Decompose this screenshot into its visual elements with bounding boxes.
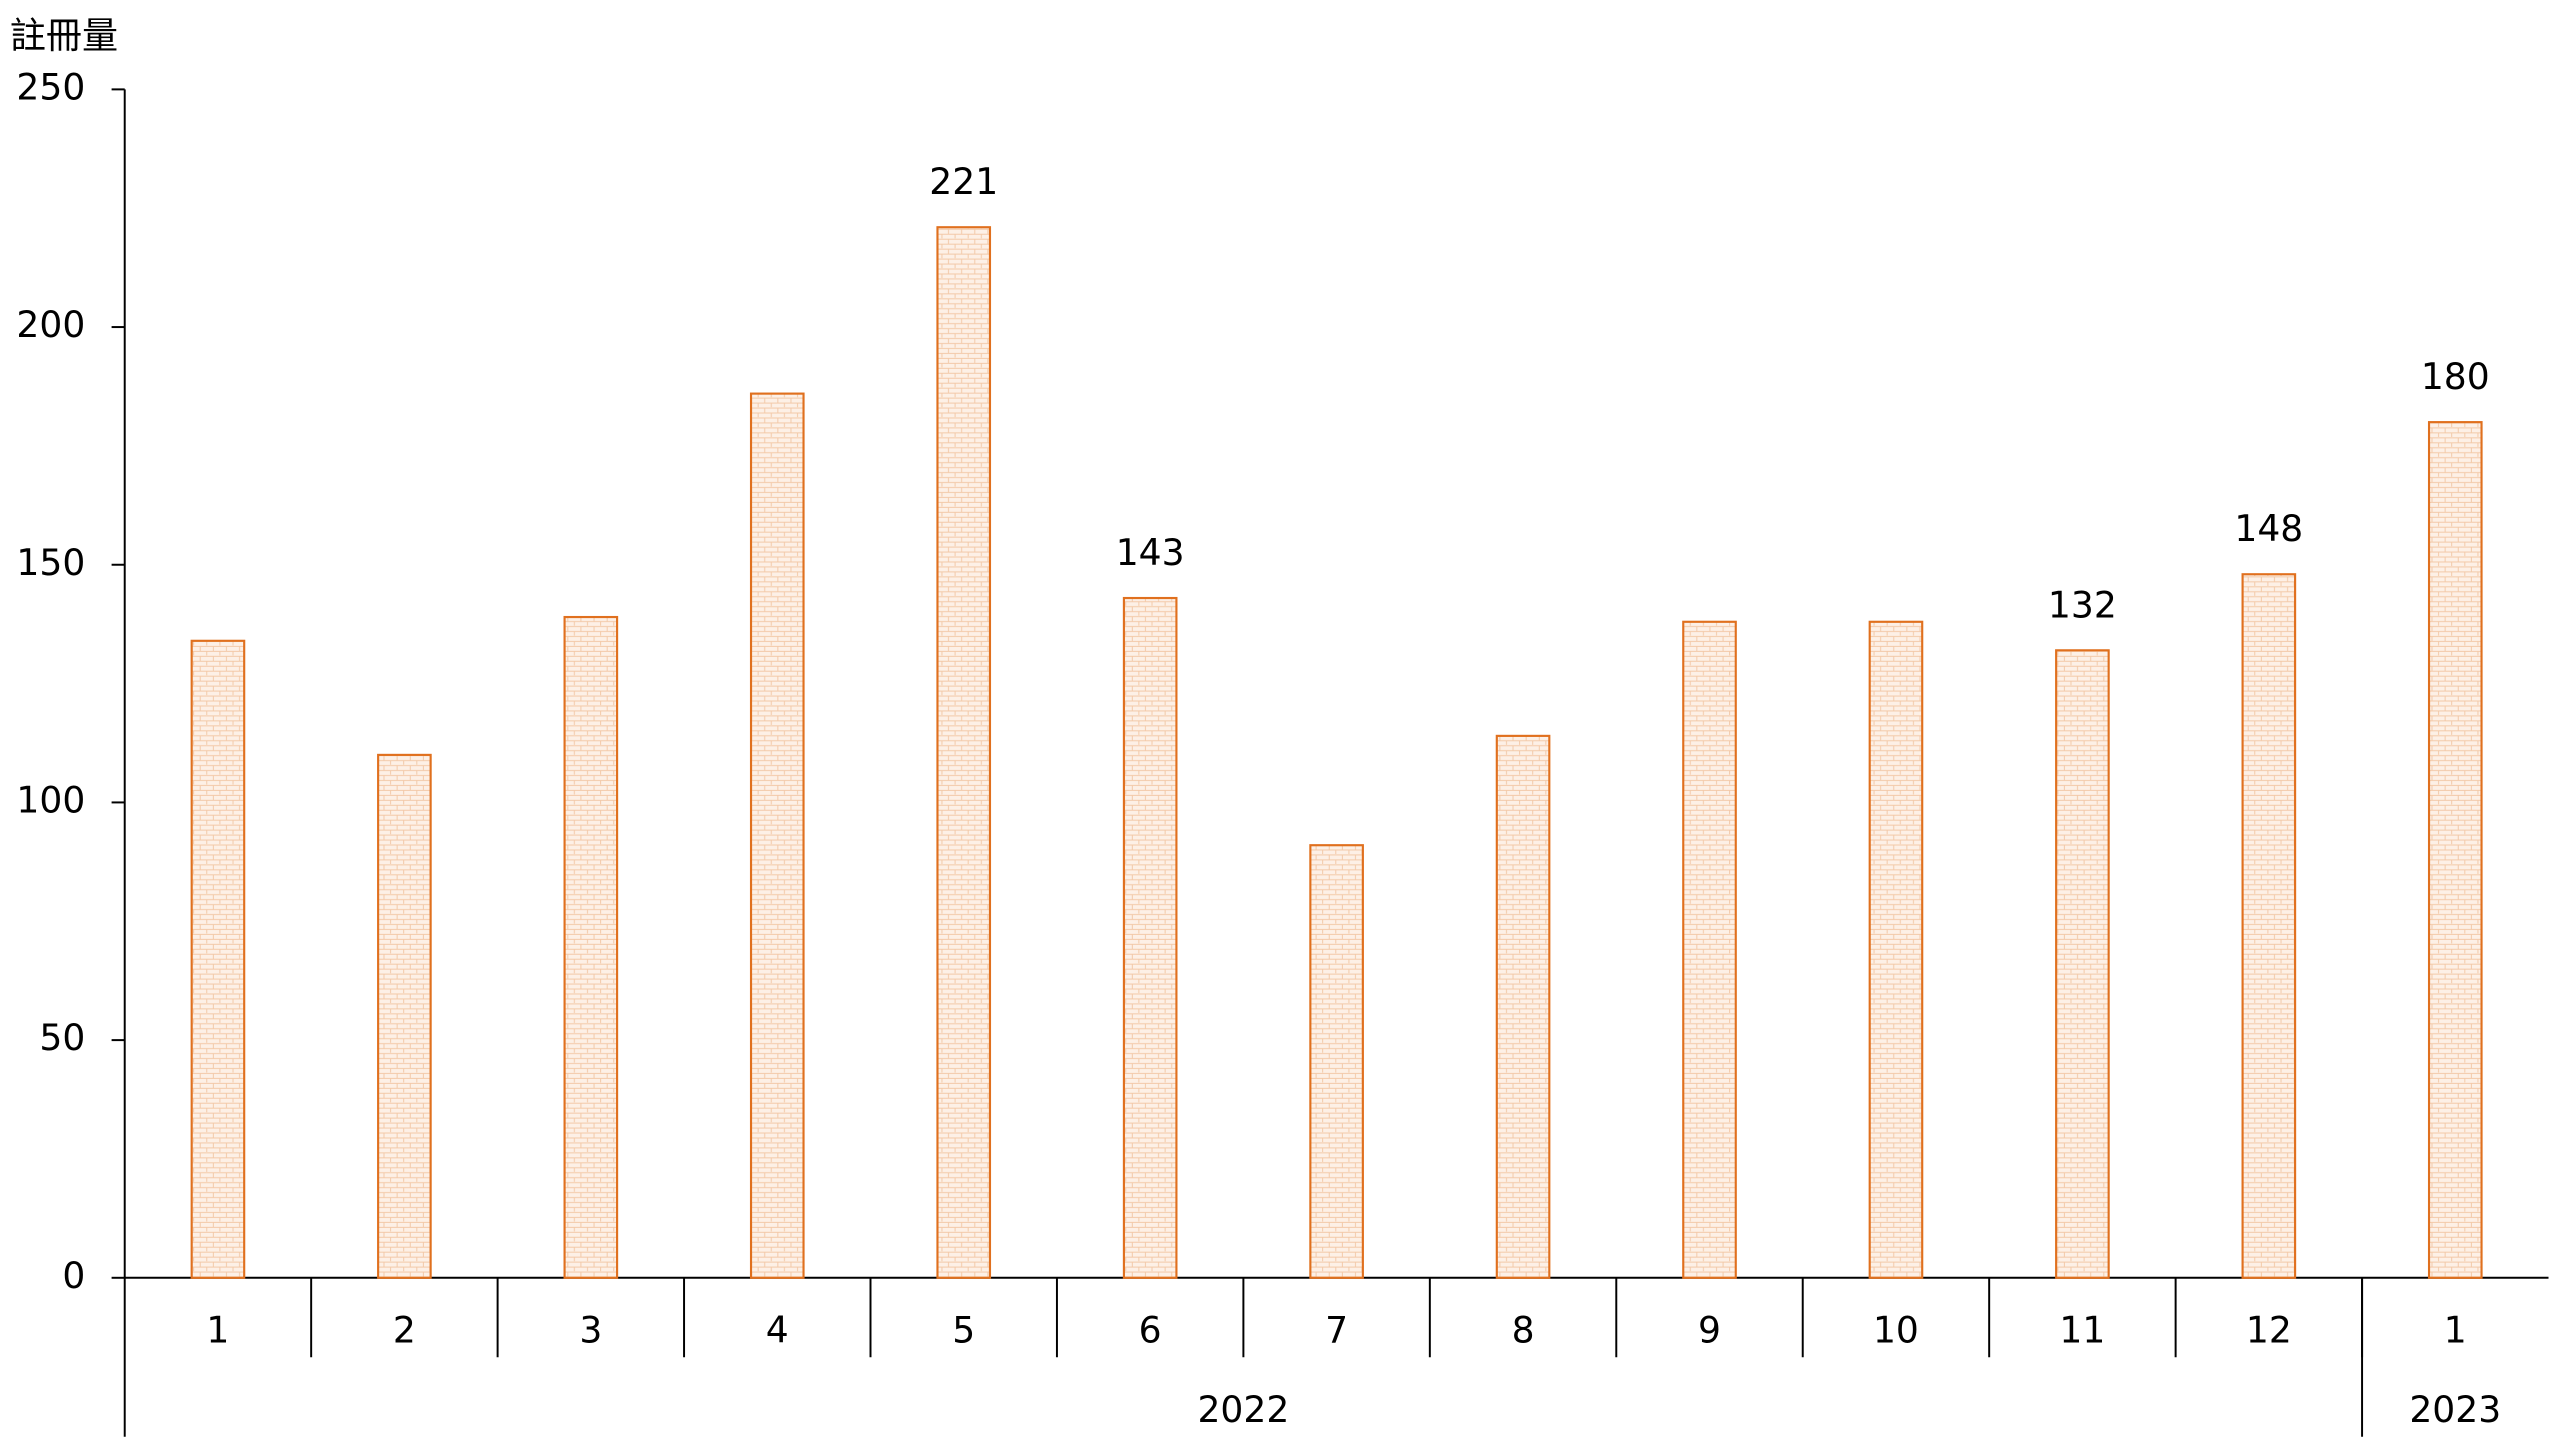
y-tick-label: 250: [16, 65, 85, 108]
group-label: 2022: [1197, 1388, 1289, 1431]
bar: [1868, 620, 1924, 1279]
x-tick-label: 6: [1139, 1308, 1162, 1351]
x-tick-label: 10: [1873, 1308, 1919, 1351]
value-label: 221: [929, 160, 998, 203]
x-tick-label: 7: [1325, 1308, 1348, 1351]
y-tick-label: 150: [16, 541, 85, 584]
bar: [2427, 421, 2483, 1279]
x-tick-label: 8: [1512, 1308, 1535, 1351]
x-tick-label: 5: [952, 1308, 975, 1351]
bar: [1682, 620, 1737, 1279]
x-tick-label: 12: [2246, 1308, 2292, 1351]
bar: [1122, 596, 1178, 1279]
value-label: 180: [2421, 355, 2490, 398]
y-tick-label: 200: [16, 303, 85, 346]
x-tick-label: 9: [1698, 1308, 1721, 1351]
bar: [377, 753, 432, 1279]
group-label: 2023: [2409, 1388, 2501, 1431]
bar: [2241, 573, 2297, 1279]
bar: [563, 615, 619, 1279]
y-tick-label: 0: [62, 1254, 85, 1297]
bar: [1495, 734, 1551, 1279]
x-tick-label: 4: [766, 1308, 789, 1351]
value-label: 148: [2234, 507, 2303, 550]
x-tick-label: 3: [579, 1308, 602, 1351]
y-tick-label: 100: [16, 778, 85, 821]
bar: [1309, 844, 1364, 1279]
y-axis-title: 註冊量: [10, 14, 118, 57]
bar: [190, 639, 246, 1279]
value-label: 132: [2048, 583, 2117, 626]
y-tick-label: 50: [39, 1016, 85, 1059]
bar: [936, 226, 992, 1279]
value-label: 143: [1116, 531, 1185, 574]
x-tick-label: 1: [2444, 1308, 2467, 1351]
bar: [749, 392, 805, 1279]
x-tick-label: 2: [393, 1308, 416, 1351]
x-tick-label: 11: [2059, 1308, 2105, 1351]
x-tick-label: 1: [206, 1308, 229, 1351]
bar: [2055, 649, 2110, 1279]
